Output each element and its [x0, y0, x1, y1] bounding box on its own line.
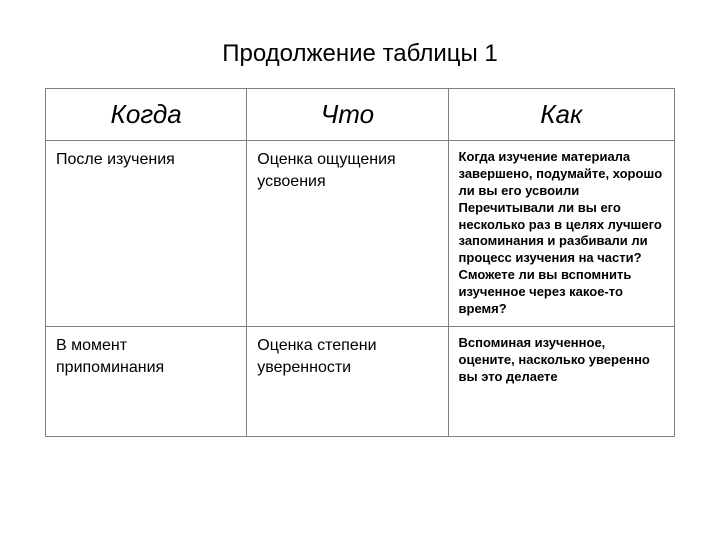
cell-when-2: В момент припоминания	[46, 326, 247, 436]
table-row: В момент припоминания Оценка степени уве…	[46, 326, 675, 436]
page-title: Продолжение таблицы 1	[45, 40, 675, 68]
table-row: После изучения Оценка ощущения усвоения …	[46, 141, 675, 327]
cell-when-1: После изучения	[46, 141, 247, 327]
cell-what-1: Оценка ощущения усвоения	[247, 141, 448, 327]
cell-how-2: Вспоминая изученное, оцените, насколько …	[448, 326, 674, 436]
header-when: Когда	[46, 89, 247, 141]
cell-how-1: Когда изучение материала завершено, поду…	[448, 141, 674, 327]
cell-what-2: Оценка степени уверенности	[247, 326, 448, 436]
header-how: Как	[448, 89, 674, 141]
table-header-row: Когда Что Как	[46, 89, 675, 141]
header-what: Что	[247, 89, 448, 141]
content-table: Когда Что Как После изучения Оценка ощущ…	[45, 88, 675, 437]
